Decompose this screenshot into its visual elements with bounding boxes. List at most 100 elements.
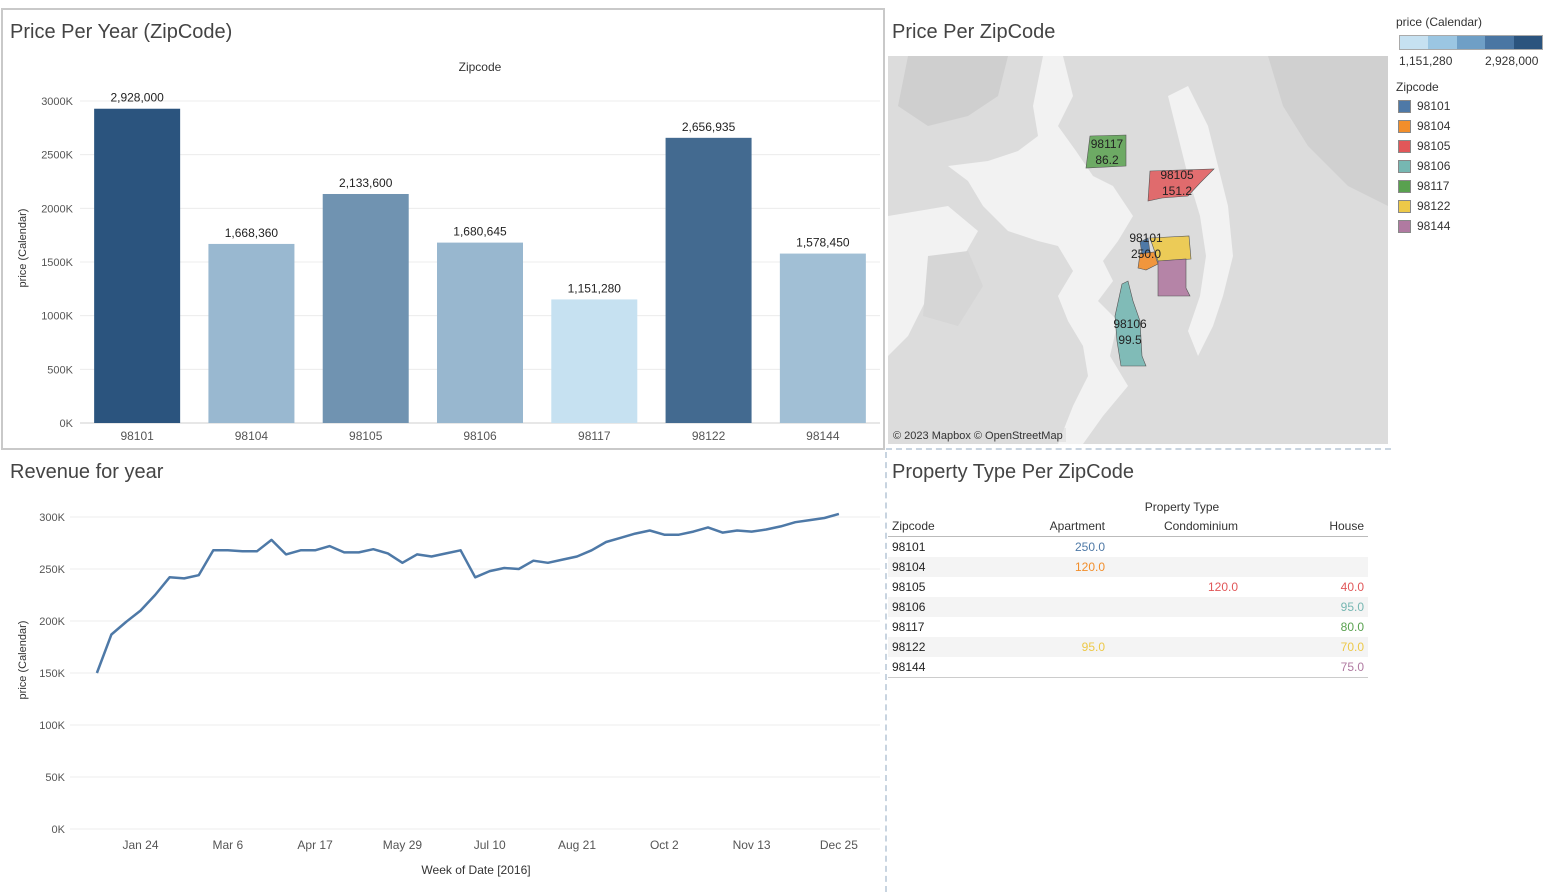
cell-house: 80.0 (1340, 620, 1364, 634)
bar-x-tick-label: 98122 (692, 429, 726, 443)
zip-legend-label: 98101 (1417, 99, 1451, 113)
zip-legend-label: 98105 (1417, 139, 1451, 153)
cell-apartment: 120.0 (996, 557, 1109, 577)
cell-house (1242, 537, 1368, 558)
bar-98144[interactable] (779, 253, 866, 423)
zip-98104-region[interactable] (1137, 251, 1159, 271)
table-row[interactable]: 98106 95.0 (888, 597, 1368, 617)
horizontal-divider (886, 448, 1391, 450)
bar-value-label: 1,680,645 (453, 225, 507, 239)
line-x-tick-label: Mar 6 (212, 838, 243, 852)
table-super-spacer (888, 498, 996, 516)
map-landmass (898, 56, 1008, 126)
zip-legend-swatch (1398, 220, 1411, 233)
bar-value-label: 1,668,360 (225, 226, 279, 240)
bar-y-axis-label: price (Calendar) (17, 209, 29, 288)
col-header-zipcode[interactable]: Zipcode (888, 516, 996, 537)
cell-apartment (996, 597, 1109, 617)
zip-legend-label: 98106 (1417, 159, 1451, 173)
table-row[interactable]: 98101 250.0 (888, 537, 1368, 558)
line-y-tick-label: 100K (39, 720, 65, 732)
cell-house: 75.0 (1242, 657, 1368, 678)
line-x-tick-label: Dec 25 (820, 838, 858, 852)
cell-condominium (1109, 617, 1242, 637)
bar-y-tick-label: 1500K (41, 257, 73, 269)
map-attribution[interactable]: © 2023 Mapbox © OpenStreetMap (893, 430, 1063, 442)
cell-condominium (1109, 537, 1242, 558)
col-header-house[interactable]: House (1242, 516, 1368, 537)
zip-98144-region[interactable] (1157, 258, 1191, 297)
cell-zip: 98144 (888, 657, 996, 678)
bar-chart-title: Price Per Year (ZipCode) (10, 21, 233, 43)
ramp-step (1485, 36, 1514, 49)
bar-top-label: Zipcode (459, 60, 502, 74)
map-label-98106-value: 99.5 (1118, 333, 1142, 347)
revenue-line[interactable] (95, 512, 840, 674)
zip-98122-region[interactable] (1149, 235, 1192, 262)
bar-x-tick-label: 98117 (578, 429, 611, 443)
zip-legend-swatch (1398, 180, 1411, 193)
price-legend-min: 1,151,280 (1399, 54, 1453, 68)
col-header-condominium[interactable]: Condominium (1109, 516, 1242, 537)
bar-y-tick-label: 500K (47, 364, 73, 376)
table-row[interactable]: 98105 120.0 40.0 (888, 577, 1368, 597)
line-x-tick-label: May 29 (383, 838, 423, 852)
zip-98105-region[interactable] (1147, 168, 1215, 202)
line-x-tick-label: Jan 24 (122, 838, 158, 852)
map-label-98105-zip: 98105 (1160, 168, 1194, 182)
cell-zip: 98106 (888, 597, 996, 617)
zip-98106-region[interactable] (1114, 280, 1147, 367)
map-label-98117-value: 86.2 (1095, 153, 1119, 167)
zip-legend-swatch (1398, 200, 1411, 213)
bar-98104[interactable] (208, 243, 295, 423)
map-label-98101-value: 250.0 (1131, 247, 1161, 261)
cell-house: 95.0 (1242, 597, 1368, 617)
cell-condominium (1109, 557, 1242, 577)
bar-98105[interactable] (322, 193, 409, 423)
table-row[interactable]: 98122 95.0 70.0 (888, 637, 1368, 657)
ramp-step (1456, 36, 1486, 49)
bar-x-tick-label: 98101 (120, 429, 154, 443)
table-row[interactable]: 98104 120.0 (888, 557, 1368, 577)
zip-legend-swatch (1398, 120, 1411, 133)
line-x-tick-label: Apr 17 (297, 838, 333, 852)
bar-chart-panel (1, 8, 885, 450)
bar-y-tick-label: 0K (60, 418, 74, 430)
price-legend-title: price (Calendar) (1396, 15, 1483, 29)
zip-legend-label: 98144 (1417, 219, 1451, 233)
map-label-98101-zip: 98101 (1129, 231, 1163, 245)
table-row[interactable]: 98144 75.0 (888, 657, 1368, 678)
line-y-axis-label: price (Calendar) (17, 621, 29, 700)
table-row[interactable]: 98117 80.0 (888, 617, 1368, 637)
line-y-tick-label: 150K (39, 668, 65, 680)
line-y-tick-label: 0K (52, 824, 66, 836)
col-header-apartment[interactable]: Apartment (996, 516, 1109, 537)
bar-98106[interactable] (437, 242, 523, 423)
bar-y-tick-label: 3000K (41, 96, 73, 108)
zip-legend-swatch (1398, 140, 1411, 153)
vertical-divider (885, 452, 887, 892)
bar-value-label: 2,133,600 (339, 176, 393, 190)
zip-legend-swatch (1398, 100, 1411, 113)
map[interactable]: 98117 86.2 98105 151.2 98101 250.0 98106… (888, 56, 1388, 444)
map-label-98106-zip: 98106 (1113, 317, 1147, 331)
bar-98117[interactable] (551, 299, 638, 423)
ramp-step (1513, 36, 1543, 49)
map-island (923, 251, 983, 326)
map-attribution-bg (890, 428, 1066, 442)
map-lake (1168, 86, 1233, 356)
zip-legend-label: 98117 (1417, 179, 1450, 193)
bar-98122[interactable] (665, 137, 752, 423)
zip-legend-title: Zipcode (1396, 80, 1439, 94)
bar-value-label: 1,151,280 (568, 281, 622, 295)
line-y-tick-label: 300K (39, 512, 65, 524)
zip-98101-region[interactable] (1139, 237, 1151, 255)
zip-98117-region[interactable] (1085, 134, 1127, 169)
property-type-table: Property Type Zipcode Apartment Condomin… (888, 498, 1368, 678)
cell-house (1242, 557, 1368, 577)
map-label-98105-value: 151.2 (1162, 184, 1192, 198)
cell-condominium (1109, 597, 1242, 617)
cell-zip: 98122 (888, 637, 996, 657)
bar-98101[interactable] (94, 108, 181, 423)
cell-apartment: 250.0 (1074, 540, 1105, 554)
